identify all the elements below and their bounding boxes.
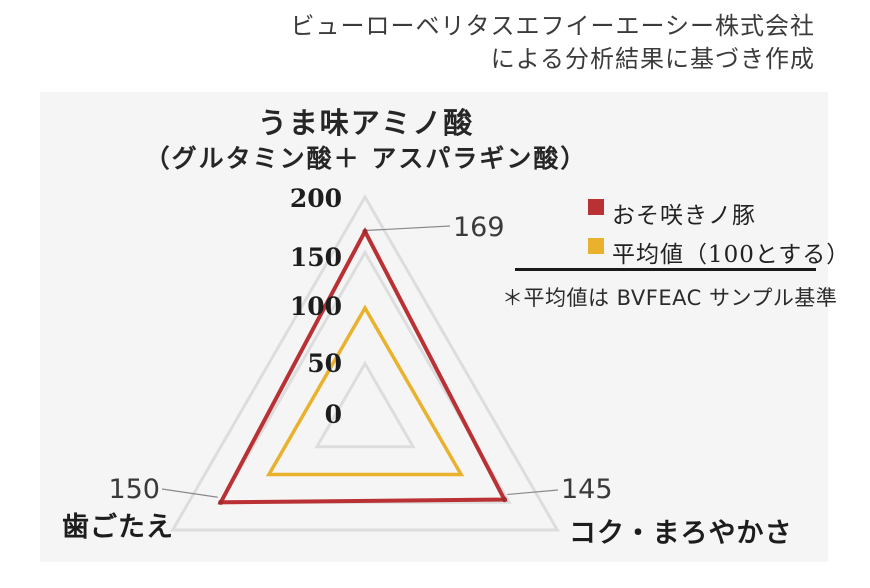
leader-line-chewiness bbox=[161, 488, 218, 498]
vertex-dot-umami bbox=[362, 228, 368, 234]
scale-tick-150: 150 bbox=[289, 243, 342, 272]
chart-subtitle: （グルタミン酸＋ アスパラギン酸） bbox=[144, 144, 588, 173]
axis-label-richness: コク・まろやかさ bbox=[569, 518, 793, 549]
scale-tick-100: 100 bbox=[289, 292, 342, 321]
scale-tick-0: 0 bbox=[324, 400, 342, 429]
vertex-dot-richness bbox=[501, 496, 507, 503]
vertex-dot-chewiness bbox=[218, 499, 224, 505]
leader-line-richness bbox=[507, 489, 559, 496]
legend-label-yellow: 平均値（100とする） bbox=[612, 242, 851, 268]
scale-tick-50: 50 bbox=[307, 349, 342, 378]
value-callout-umami: 169 bbox=[453, 212, 505, 243]
attribution-line-1: ビューローベリタスエフイーエーシー株式会社 bbox=[290, 12, 815, 40]
chart-panel bbox=[40, 92, 828, 562]
series-polygon-pork bbox=[217, 227, 508, 505]
grid-ring-200 bbox=[170, 194, 560, 532]
chart-footnote: ＊平均値は BVFEAC サンプル基準 bbox=[502, 286, 838, 310]
attribution: ビューローベリタスエフイーエーシー株式会社 による分析結果に基づき作成 bbox=[290, 10, 815, 76]
attribution-line-2: による分析結果に基づき作成 bbox=[490, 45, 815, 73]
grid-ring-50 bbox=[314, 360, 416, 449]
value-callout-richness: 145 bbox=[561, 474, 613, 505]
axis-label-chewiness: 歯ごたえ bbox=[62, 512, 174, 543]
series-polygon-average bbox=[265, 304, 465, 477]
grid-ring-100 bbox=[266, 304, 464, 476]
legend-label-red: おそ咲きノ豚 bbox=[612, 203, 756, 229]
scale-tick-200: 200 bbox=[289, 184, 342, 213]
chart-title: うま味アミノ酸 bbox=[257, 106, 475, 140]
leader-line-umami bbox=[366, 225, 451, 232]
legend-swatch-yellow bbox=[588, 238, 604, 254]
legend-divider bbox=[515, 268, 816, 271]
legend-swatch-red bbox=[588, 199, 604, 215]
value-callout-chewiness: 150 bbox=[108, 474, 160, 505]
